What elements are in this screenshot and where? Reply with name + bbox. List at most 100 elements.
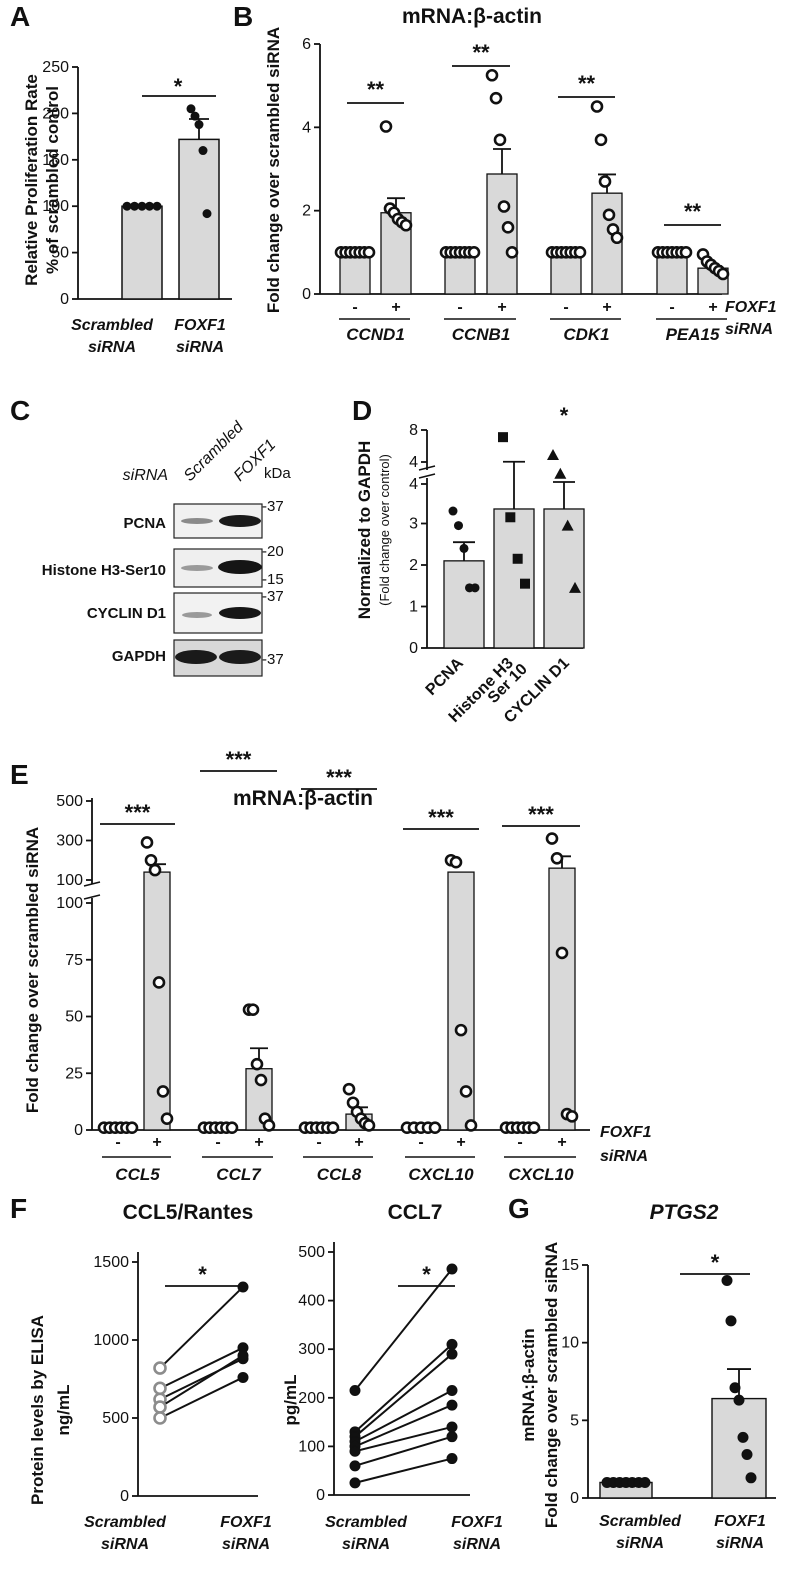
f1-point-right-3	[237, 1350, 249, 1362]
e-point-0-1-5	[160, 1112, 174, 1125]
blot-row-label-cyclin: CYCLIN D1	[87, 605, 166, 622]
d-point-1-1	[505, 512, 516, 523]
b-sig-3: **	[684, 199, 702, 224]
e-gene-1: CCL7	[216, 1165, 262, 1184]
f1-point-left-4	[153, 1411, 167, 1425]
e-cond-2-1: +	[354, 1134, 363, 1151]
panel-label-a: A	[10, 1, 30, 32]
g-point-1-3	[733, 1394, 745, 1406]
a-point-0-1	[130, 201, 139, 211]
f1-pair-line-0	[159, 1286, 244, 1369]
panel-b: mRNA:β-actin Fold change over scrambled …	[264, 5, 777, 344]
g-point-1-5	[741, 1449, 753, 1461]
panel-e-plot: 0 25 50 75 100 100 300 500 - + *** CCL5 - + *** CCL7 - + *…	[56, 747, 590, 1184]
e-cond-3-0: -	[418, 1134, 423, 1151]
e-sig-2: ***	[326, 765, 352, 790]
d-point-0-4	[470, 583, 480, 593]
panel-f1-xlabel-0-line2: siRNA	[101, 1536, 149, 1553]
b-sig-2: **	[578, 71, 596, 96]
panel-g-xlabel-0-line2: siRNA	[616, 1535, 664, 1552]
panel-a-xlabel-1-line1: FOXF1	[174, 317, 226, 334]
panel-a-xlabel-0-line1: Scrambled	[71, 317, 154, 334]
f2-point-right-4	[446, 1399, 458, 1411]
e-point-4-0-5	[527, 1121, 541, 1135]
panel-label-g: G	[508, 1193, 530, 1224]
panel-g-xlabel-0-line1: Scrambled	[599, 1513, 682, 1530]
b-bar-3-0	[656, 251, 688, 295]
a-point-0-3	[145, 201, 154, 211]
a-point-0-2	[137, 201, 147, 211]
blot-row-label-pcna: PCNA	[123, 515, 166, 532]
blot-pcna	[173, 503, 263, 539]
e-ytick-label-0: 0	[74, 1122, 83, 1139]
d-ytick-label-6: 8	[409, 422, 418, 439]
f1-pair-line-4	[159, 1376, 244, 1419]
e-break-2	[83, 894, 101, 900]
d-ytick-label-4: 4	[409, 476, 418, 493]
f2-pair-line-4	[354, 1404, 453, 1448]
f2-pair-line-6	[354, 1435, 453, 1467]
d-bar-0	[443, 560, 485, 649]
e-point-3-0-4	[428, 1121, 442, 1135]
panel-f1-ylabel-line1: Protein levels by ELISA	[28, 1315, 47, 1505]
a-ytick-label-0: 0	[60, 291, 69, 308]
panel-b-plot: 0 2 4 6 - + ** CCND1 - + ** CCNB1 - + ** CDK1 - + ** PEA15	[302, 36, 730, 344]
panel-a-ylabel-line1: Relative Proliferation Rate	[22, 74, 41, 286]
blot-row-label-gapdh: GAPDH	[112, 648, 166, 665]
d-ytick-label-2: 2	[409, 557, 418, 574]
b-point-3-1-5	[716, 267, 730, 281]
panel-f1-xlabel-1-line1: FOXF1	[220, 1514, 272, 1531]
e-point-4-1-1	[550, 851, 564, 865]
f2-pair-line-0	[354, 1268, 453, 1392]
e-point-0-1-4	[156, 1085, 170, 1098]
e-cond-0-1: +	[152, 1134, 161, 1151]
f2-point-left-5	[349, 1445, 361, 1457]
g-ytick-label-0: 0	[570, 1490, 579, 1507]
b-cond-2-0: -	[563, 299, 568, 316]
panel-a-plot	[72, 66, 232, 300]
e-cond-4-1: +	[557, 1134, 566, 1151]
d-point-2-2	[561, 519, 574, 531]
panel-e-treatment-line2: siRNA	[600, 1148, 648, 1165]
panel-d-ylabel: Normalized to GAPDH	[355, 441, 374, 620]
panel-e-ylabel: Fold change over scrambled siRNA	[23, 827, 42, 1113]
f2-point-right-1	[446, 1338, 458, 1350]
panel-f2-xlabel-1-line1: FOXF1	[451, 1514, 503, 1531]
e-sig-4: ***	[528, 802, 554, 827]
panel-c-kda-label: kDa	[264, 465, 291, 482]
f1-point-right-0	[237, 1281, 249, 1293]
f1-sig: *	[198, 1262, 207, 1287]
b-point-1-1-3	[497, 200, 511, 213]
f2-point-right-7	[446, 1453, 458, 1465]
d-point-1-3	[520, 578, 530, 589]
panel-c-sirna-label: siRNA	[123, 467, 168, 484]
a-point-1-3	[198, 146, 208, 156]
panel-e-treatment-line1: FOXF1	[600, 1124, 652, 1141]
b-cond-3-1: +	[708, 299, 717, 316]
e-gene-0: CCL5	[115, 1165, 160, 1184]
panel-f1-title: CCL5/Rantes	[123, 1201, 254, 1224]
blot-marker-pcna: -37	[262, 498, 284, 515]
e-point-2-1-0	[342, 1082, 356, 1096]
panel-a-xlabel-0-line2: siRNA	[88, 339, 136, 356]
a-ytick-label-1: 50	[51, 245, 69, 262]
d-ytick-label-0: 0	[409, 640, 418, 657]
g-point-1-2	[729, 1382, 741, 1394]
d-point-0-1	[454, 521, 463, 531]
d-point-1-0	[498, 432, 508, 443]
panel-a-y-ticks: 0 50 100 150 200 250	[42, 59, 69, 308]
blot-histone-h3	[173, 548, 263, 588]
panel-g-xlabel-1-line2: siRNA	[716, 1535, 764, 1552]
panel-d-ysublabel: (Fold change over control)	[377, 454, 392, 606]
e-break-1	[83, 881, 101, 887]
a-bar-1	[178, 138, 220, 300]
panel-d-xlabel-0: PCNA	[423, 654, 467, 698]
e-point-1-1-1	[246, 1003, 260, 1016]
panel-d-plot: 0 1 2 3 4 4 8	[409, 422, 585, 657]
e-cond-0-0: -	[115, 1134, 120, 1151]
e-ytick-label-6: 300	[56, 833, 83, 850]
e-point-3-1-2	[454, 1023, 468, 1037]
panel-e-title: mRNA:β-actin	[233, 787, 373, 810]
e-point-2-0-5	[326, 1121, 340, 1135]
b-point-0-1-5	[399, 218, 413, 232]
